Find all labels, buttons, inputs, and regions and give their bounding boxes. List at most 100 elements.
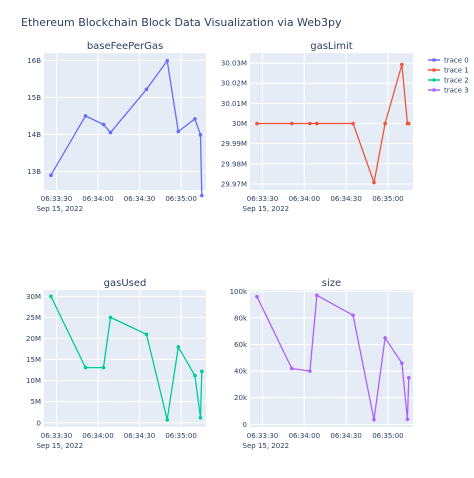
y-tick-label: 10M	[26, 377, 41, 385]
data-point	[255, 121, 259, 126]
y-tick-label: 5M	[31, 398, 42, 406]
series-line-trace-3	[256, 294, 410, 420]
data-point	[83, 365, 88, 370]
y-tick-label: 20k	[234, 394, 248, 402]
y-tick-label: 30M	[232, 120, 247, 128]
data-point	[176, 345, 181, 349]
data-point	[308, 369, 312, 373]
y-tick-label: 16B	[27, 57, 41, 65]
data-point	[200, 369, 204, 374]
y-tick-label: 30.03M	[221, 60, 247, 68]
subplot-title: baseFeePerGas	[87, 41, 163, 52]
y-tick-label: 80k	[234, 314, 248, 322]
subplot-size: 0 20k 40k 60k 80k 100k 06:33:30 06:34:00 06:34:3…	[230, 278, 413, 450]
x-date-label: Sep 15, 2022	[36, 205, 83, 213]
figure-title: Ethereum Blockchain Block Data Visualiza…	[21, 16, 342, 29]
x-tick-label: 06:34:30	[124, 432, 155, 440]
data-point	[108, 315, 113, 320]
y-tick-label: 20M	[26, 335, 41, 343]
x-tick-label: 06:35:00	[372, 432, 403, 440]
legend-item-trace-1[interactable]: trace 1	[428, 67, 469, 75]
x-tick-label: 06:33:30	[247, 432, 278, 440]
x-tick-label: 06:34:00	[82, 432, 113, 440]
legend-marker	[432, 78, 436, 82]
legend-label: trace 1	[444, 67, 469, 75]
data-point	[407, 375, 411, 380]
data-point	[351, 121, 355, 126]
data-point	[101, 122, 106, 127]
x-date-label: Sep 15, 2022	[243, 442, 290, 450]
data-point	[83, 114, 88, 118]
y-tick-label: 29.97M	[221, 180, 247, 188]
plot-area	[44, 53, 206, 190]
x-tick-label: 06:34:30	[330, 195, 361, 203]
data-point	[383, 336, 387, 340]
y-tick-label: 15B	[27, 94, 41, 102]
data-point	[289, 366, 294, 371]
y-tick-label: 25M	[26, 314, 41, 322]
data-point	[351, 313, 355, 318]
data-point	[108, 130, 113, 135]
data-point	[101, 365, 106, 370]
y-tick-label: 30M	[26, 293, 41, 301]
y-tick-label: 0	[37, 419, 41, 427]
data-point	[405, 417, 410, 422]
data-point	[372, 417, 376, 422]
plot-area	[44, 290, 206, 427]
subplot-title: size	[322, 278, 341, 289]
legend-marker	[432, 58, 436, 62]
x-tick-label: 06:35:00	[372, 195, 403, 203]
data-point	[198, 133, 203, 137]
data-point	[289, 121, 294, 126]
data-point	[400, 361, 404, 365]
y-tick-label: 29.99M	[221, 140, 247, 148]
y-tick-label: 15M	[26, 356, 41, 364]
data-point	[165, 58, 170, 63]
legend-item-trace-0[interactable]: trace 0	[428, 57, 469, 65]
legend-marker	[432, 68, 436, 72]
x-tick-label: 06:33:30	[247, 195, 278, 203]
data-point	[49, 294, 53, 299]
series-line-trace-2	[50, 296, 203, 420]
x-tick-label: 06:35:00	[165, 432, 196, 440]
legend[interactable]: trace 0 trace 1 trace 2 trace 3	[428, 57, 469, 95]
x-tick-label: 06:34:00	[289, 195, 320, 203]
series-line-trace-0	[50, 59, 203, 196]
x-tick-label: 06:33:30	[41, 195, 72, 203]
data-point	[308, 121, 312, 126]
x-date-label: Sep 15, 2022	[243, 205, 290, 213]
data-point	[193, 373, 197, 378]
legend-marker	[432, 88, 436, 92]
plot-area	[250, 53, 413, 190]
series-line-trace-1	[257, 64, 409, 185]
y-tick-label: 29.98M	[221, 160, 247, 168]
x-tick-label: 06:35:00	[165, 195, 196, 203]
y-tick-label: 0	[243, 421, 247, 429]
data-point	[49, 173, 53, 177]
legend-item-trace-3[interactable]: trace 3	[428, 87, 469, 95]
y-tick-label: 13B	[27, 168, 41, 176]
data-point	[372, 180, 376, 185]
data-point	[176, 129, 181, 134]
subplot-gasUsed: 0 5M 10M 15M 20M 25M 30M 06:33:30 06:34:00 06:34:…	[26, 278, 206, 450]
x-tick-label: 06:34:30	[330, 432, 361, 440]
x-tick-label: 06:34:00	[289, 432, 320, 440]
data-point	[407, 121, 411, 126]
data-point	[400, 62, 404, 67]
data-point	[193, 117, 197, 121]
data-point	[198, 415, 203, 420]
legend-label: trace 2	[444, 77, 469, 85]
data-point	[255, 294, 259, 299]
y-tick-label: 100k	[230, 288, 248, 296]
data-point	[315, 121, 319, 126]
y-tick-label: 60k	[234, 341, 248, 349]
x-tick-label: 06:34:00	[82, 195, 113, 203]
subplot-baseFeePerGas: 13B 14B 15B 16B 06:33:30 06:34:00 06:34:30 06:3…	[27, 41, 206, 213]
legend-label: trace 0	[444, 57, 469, 65]
y-tick-label: 14B	[27, 131, 41, 139]
data-point	[383, 121, 387, 126]
subplot-panels: 13B 14B 15B 16B 06:33:30 06:34:00 06:34:30 06:3…	[26, 41, 413, 450]
legend-item-trace-2[interactable]: trace 2	[428, 77, 469, 85]
